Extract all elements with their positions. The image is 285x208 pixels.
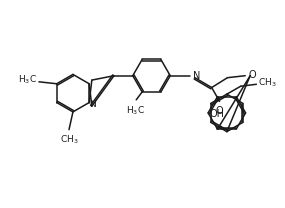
Text: O: O [216, 106, 223, 116]
Text: O: O [248, 70, 256, 80]
Text: H$_3$C: H$_3$C [18, 74, 37, 86]
Text: N: N [89, 100, 96, 109]
Text: N: N [193, 71, 200, 81]
Text: CH$_3$: CH$_3$ [60, 134, 78, 146]
Text: H$_3$C: H$_3$C [126, 105, 145, 117]
Text: CH$_3$: CH$_3$ [258, 76, 277, 89]
Text: OH: OH [209, 109, 224, 119]
